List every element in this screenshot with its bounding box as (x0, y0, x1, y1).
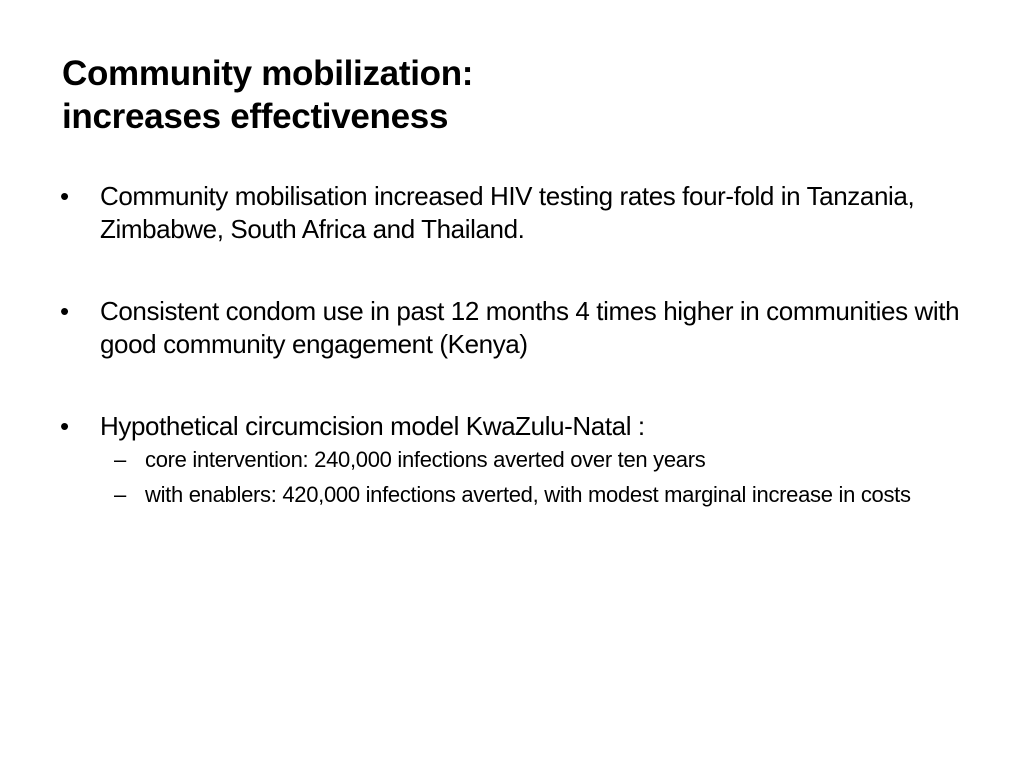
bullet-item-circumcision-model: • Hypothetical circumcision model KwaZul… (60, 410, 970, 509)
bullet-item-testing: • Community mobilisation increased HIV t… (60, 180, 970, 246)
sub-bullet-text: with enablers: 420,000 infections averte… (145, 482, 911, 507)
dash-icon: – (114, 482, 126, 507)
bullet-text: Hypothetical circumcision model KwaZulu-… (100, 411, 645, 441)
bullet-icon: • (60, 296, 69, 326)
bullet-text: Consistent condom use in past 12 months … (100, 296, 960, 359)
sub-bullet-core-intervention: – core intervention: 240,000 infections … (100, 445, 970, 474)
slide-title-line-1: Community mobilization: (62, 54, 474, 93)
bullet-icon: • (60, 411, 69, 441)
bullet-list: • Community mobilisation increased HIV t… (60, 180, 970, 509)
slide-title: Community mobilization: increases effect… (62, 52, 962, 138)
bullet-text: Community mobilisation increased HIV tes… (100, 181, 915, 244)
sub-bullet-text: core intervention: 240,000 infections av… (145, 447, 706, 472)
sub-bullet-with-enablers: – with enablers: 420,000 infections aver… (100, 480, 970, 509)
bullet-icon: • (60, 181, 69, 211)
slide-title-line-2: increases effectiveness (62, 97, 449, 136)
dash-icon: – (114, 447, 126, 472)
sub-bullet-list: – core intervention: 240,000 infections … (100, 445, 970, 509)
bullet-item-condom-use: • Consistent condom use in past 12 month… (60, 295, 970, 361)
